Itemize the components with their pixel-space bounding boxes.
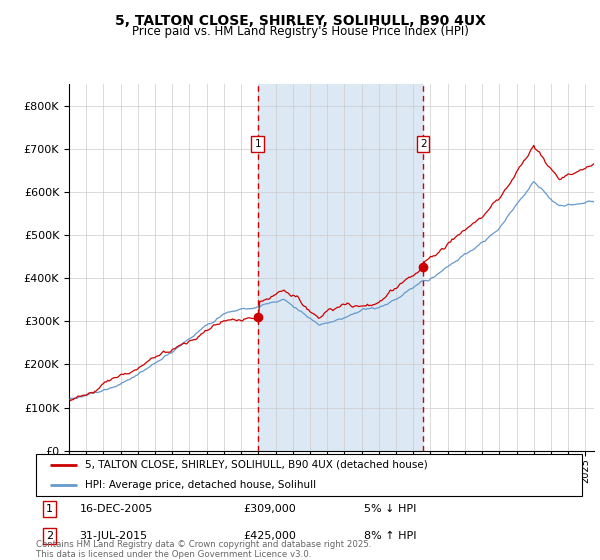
FancyBboxPatch shape xyxy=(36,454,582,496)
Text: 2: 2 xyxy=(46,531,53,541)
Text: 5, TALTON CLOSE, SHIRLEY, SOLIHULL, B90 4UX: 5, TALTON CLOSE, SHIRLEY, SOLIHULL, B90 … xyxy=(115,14,485,28)
Text: 5% ↓ HPI: 5% ↓ HPI xyxy=(364,504,416,514)
Text: 8% ↑ HPI: 8% ↑ HPI xyxy=(364,531,416,541)
Text: 1: 1 xyxy=(254,139,261,150)
Bar xyxy=(257,84,423,451)
Text: 2: 2 xyxy=(420,139,427,150)
Text: 16-DEC-2005: 16-DEC-2005 xyxy=(80,504,153,514)
Text: £309,000: £309,000 xyxy=(244,504,296,514)
Text: Price paid vs. HM Land Registry's House Price Index (HPI): Price paid vs. HM Land Registry's House … xyxy=(131,25,469,38)
Text: 5, TALTON CLOSE, SHIRLEY, SOLIHULL, B90 4UX (detached house): 5, TALTON CLOSE, SHIRLEY, SOLIHULL, B90 … xyxy=(85,460,428,470)
Text: 31-JUL-2015: 31-JUL-2015 xyxy=(80,531,148,541)
Text: Contains HM Land Registry data © Crown copyright and database right 2025.
This d: Contains HM Land Registry data © Crown c… xyxy=(36,540,371,559)
Text: 1: 1 xyxy=(46,504,53,514)
Text: £425,000: £425,000 xyxy=(244,531,296,541)
Text: HPI: Average price, detached house, Solihull: HPI: Average price, detached house, Soli… xyxy=(85,480,316,490)
